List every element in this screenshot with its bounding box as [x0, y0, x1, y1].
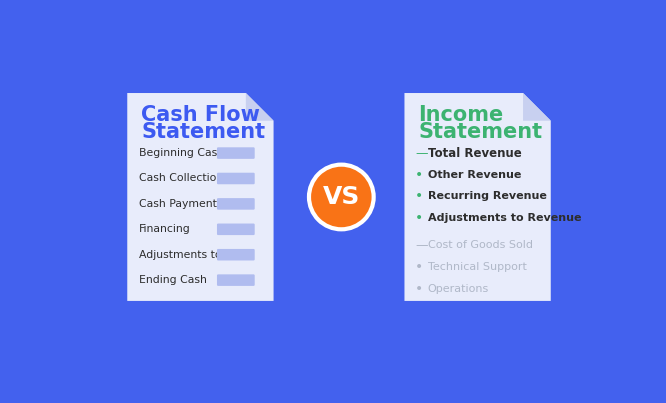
FancyBboxPatch shape	[217, 224, 254, 235]
Text: Recurring Revenue: Recurring Revenue	[428, 191, 546, 201]
Text: Beginning Cash: Beginning Cash	[139, 148, 224, 158]
Polygon shape	[523, 93, 551, 121]
Text: Cash Payments: Cash Payments	[139, 199, 222, 209]
Polygon shape	[404, 93, 551, 301]
Polygon shape	[127, 93, 274, 301]
Text: Cost of Goods Sold: Cost of Goods Sold	[428, 241, 533, 251]
Text: Adjustments to Revenue: Adjustments to Revenue	[428, 213, 581, 223]
Text: Ending Cash: Ending Cash	[139, 275, 206, 285]
Text: •: •	[415, 189, 424, 203]
Text: Technical Support: Technical Support	[428, 262, 526, 272]
Text: •: •	[415, 211, 424, 225]
Text: Cash Collection: Cash Collection	[139, 173, 223, 183]
FancyBboxPatch shape	[217, 173, 254, 184]
Text: Statement: Statement	[141, 122, 265, 142]
Text: VS: VS	[322, 185, 360, 209]
Text: •: •	[415, 282, 424, 295]
Text: —: —	[415, 239, 428, 252]
FancyBboxPatch shape	[217, 249, 254, 260]
Text: Other Revenue: Other Revenue	[428, 170, 521, 180]
Circle shape	[309, 165, 374, 229]
Text: •: •	[415, 260, 424, 274]
FancyBboxPatch shape	[217, 147, 254, 159]
Text: Financing: Financing	[139, 224, 190, 234]
Text: —: —	[415, 147, 428, 160]
FancyBboxPatch shape	[217, 198, 254, 210]
Text: Income: Income	[418, 104, 503, 125]
Text: Operations: Operations	[428, 284, 489, 294]
Text: Adjustments to Cash: Adjustments to Cash	[139, 250, 252, 260]
Polygon shape	[246, 93, 274, 121]
Text: •: •	[415, 168, 424, 182]
Text: Cash Flow: Cash Flow	[141, 104, 260, 125]
FancyBboxPatch shape	[217, 274, 254, 286]
Text: Total Revenue: Total Revenue	[428, 147, 521, 160]
Text: Statement: Statement	[418, 122, 542, 142]
